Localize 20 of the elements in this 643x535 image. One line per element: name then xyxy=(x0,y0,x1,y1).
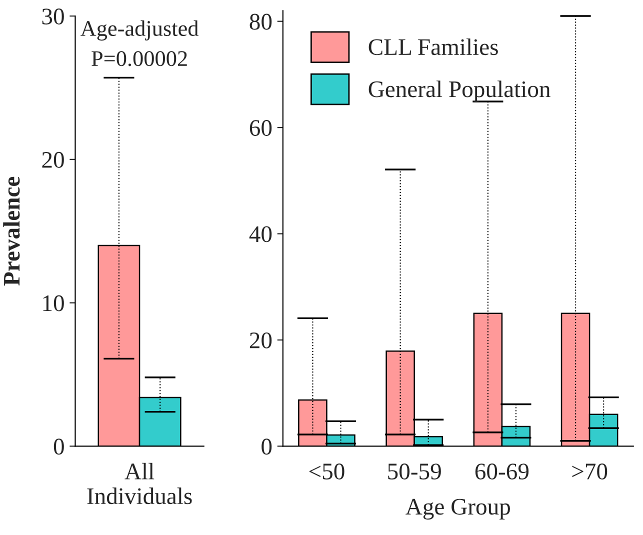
y-tick-label: 20 xyxy=(42,152,64,168)
x-tick-label: 50-59 xyxy=(388,464,441,480)
annotation: Age-adjusted xyxy=(80,20,198,41)
annotation: P=0.00002 xyxy=(92,51,187,66)
y-tick-label: 30 xyxy=(42,8,64,24)
x-tick-label: All Individuals xyxy=(87,462,192,504)
x-tick-label: >70 xyxy=(572,464,608,480)
y-tick-label: 10 xyxy=(43,295,64,312)
y-tick-label: 0 xyxy=(262,438,272,455)
y-tick-label: 40 xyxy=(249,226,272,242)
legend-label: General Population xyxy=(368,80,550,102)
x-axis-title: Age Group xyxy=(406,498,510,520)
x-tick-label: 60-69 xyxy=(475,464,529,480)
y-tick-label: 80 xyxy=(250,14,272,30)
y-axis-title: Prevalence xyxy=(3,176,20,286)
x-tick-label: <50 xyxy=(309,464,344,480)
legend-label: CLL Families xyxy=(368,38,498,56)
y-tick-label: 60 xyxy=(250,120,272,136)
y-tick-label: 0 xyxy=(54,438,64,455)
y-tick-label: 20 xyxy=(250,332,272,348)
